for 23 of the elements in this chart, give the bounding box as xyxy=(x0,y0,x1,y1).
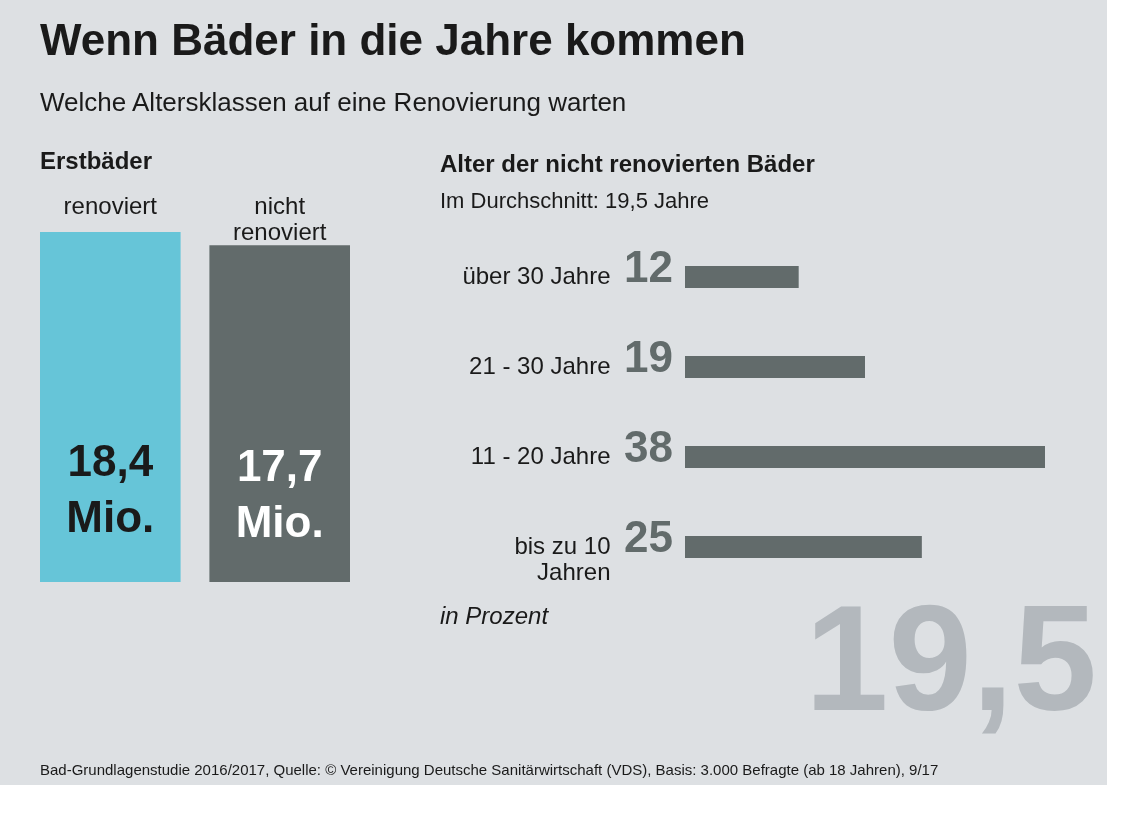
data-label: 19 xyxy=(624,332,673,381)
x-tick-label: nicht renoviert xyxy=(233,191,327,245)
chart-title: Erstbäder xyxy=(40,147,153,174)
bar xyxy=(685,446,1045,468)
y-tick-label: bis zu 10 Jahren xyxy=(514,532,611,585)
y-tick-label: 21 - 30 Jahre xyxy=(469,352,611,379)
bar xyxy=(685,536,922,558)
text: Bad-Grundlagenstudie 2016/2017, Quelle: © Vereinigung Deutsche Sanitärwirtschaft (VDS), Basis: 3.000 Befragte (ab 18 Jahren), 9/17 xyxy=(40,761,939,778)
data-label: 17,7 Mio. xyxy=(235,440,324,546)
y-tick-label: über 30 Jahre xyxy=(462,262,611,289)
data-label: 12 xyxy=(624,242,673,291)
chart-title: Alter der nicht renovierten Bäder xyxy=(440,150,815,177)
x-tick-label: renoviert xyxy=(63,191,158,219)
text: in Prozent xyxy=(440,602,550,629)
data-label: 25 xyxy=(624,512,673,561)
data-label: 18,4 Mio. xyxy=(66,436,155,541)
text: Welche Altersklassen auf eine Renovierung warten xyxy=(40,87,627,117)
bar xyxy=(685,266,799,288)
chart-subtitle: Im Durchschnitt: 19,5 Jahre xyxy=(440,188,710,213)
bar xyxy=(685,356,865,378)
y-tick-label: 11 - 20 Jahre xyxy=(470,442,611,469)
data-label: 38 xyxy=(624,422,673,471)
text: Wenn Bäder in die Jahre kommen xyxy=(40,15,746,64)
